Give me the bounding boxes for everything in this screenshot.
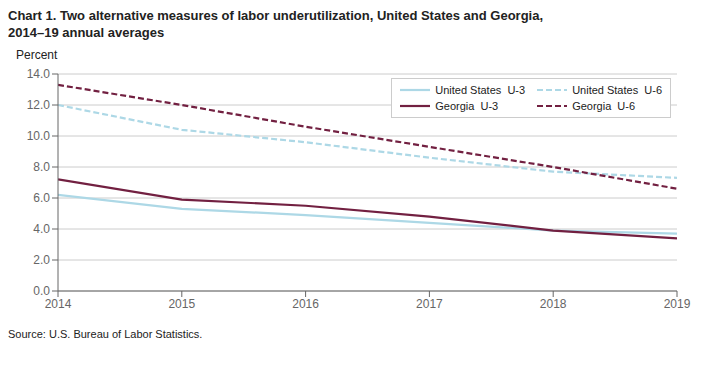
html-text:Percent: Percent — [16, 47, 58, 62]
svg-text:2019: 2019 — [664, 296, 691, 310]
html-text:United States U-6: United States U-6 — [572, 83, 662, 96]
svg-text:2014: 2014 — [45, 296, 72, 310]
svg-text:8.0: 8.0 — [33, 160, 50, 174]
svg-text:2.0: 2.0 — [33, 253, 50, 267]
svg-text:0.0: 0.0 — [33, 284, 50, 298]
svg-text:14.0: 14.0 — [27, 67, 51, 81]
svg-text:2015: 2015 — [168, 296, 195, 310]
html-text:Georgia U-6: Georgia U-6 — [572, 99, 636, 112]
svg-text:10.0: 10.0 — [27, 129, 51, 143]
svg-text:2018: 2018 — [540, 296, 567, 310]
svg-text:4.0: 4.0 — [33, 222, 50, 236]
html-text:Chart 1. Two alternative measu: Chart 1. Two alternative measures of lab… — [8, 8, 543, 40]
svg-text:12.0: 12.0 — [27, 98, 51, 112]
html-text:Georgia U-3: Georgia U-3 — [435, 99, 499, 112]
svg-text:2017: 2017 — [416, 296, 443, 310]
html-text:United States U-3: United States U-3 — [435, 83, 526, 96]
svg-text:6.0: 6.0 — [33, 191, 50, 205]
html-text:Source: U.S. Bureau of Labor S: Source: U.S. Bureau of Labor Statistics. — [8, 327, 203, 340]
svg-text:2016: 2016 — [292, 296, 319, 310]
